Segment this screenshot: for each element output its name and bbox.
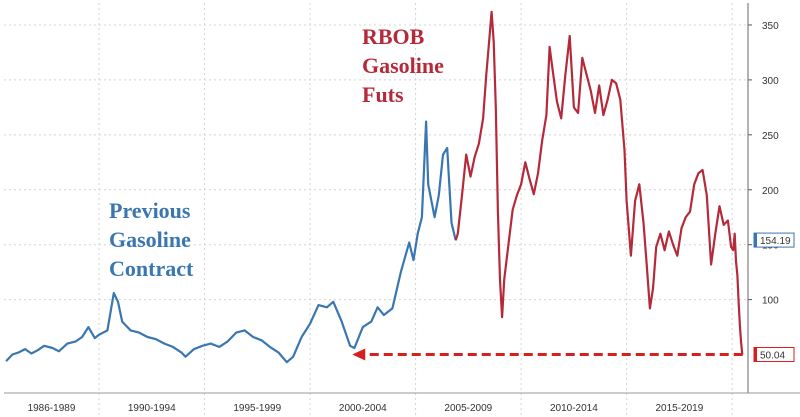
x-tick-label: 1990-1994 [128,403,176,414]
y-tick-label: 250 [762,131,779,142]
x-tick-label: 2000-2004 [339,403,387,414]
reference-arrow [352,348,743,361]
y-tick-label: 200 [762,186,779,197]
series-line-previous-contract [5,120,457,364]
annotations: Previous Gasoline Contract RBOB Gasoline Futs [109,24,444,281]
annotation-line: RBOB [362,24,425,49]
y-tick-label: 350 [762,21,779,32]
annotation-line: Futs [362,82,404,107]
series-lines [5,10,744,364]
annotation-line: Gasoline [109,227,191,252]
x-tick-label: 2010-2014 [550,403,598,414]
x-tick-label: 2015-2019 [655,403,703,414]
arrow-head [352,348,366,361]
value-tag-rbob-last: 50.04 [760,351,785,362]
value-tag-marker [754,347,757,362]
value-tag-marker [754,233,757,248]
y-tick-label: 100 [762,296,779,307]
annotation-line: Previous [109,198,191,223]
last-value-tags: 154.19 50.04 [753,232,795,363]
value-tag-previous-last: 154.19 [760,236,791,247]
annotation-previous-contract: Previous Gasoline Contract [109,198,194,281]
annotation-line: Gasoline [362,53,444,78]
series-line-rbob [454,10,744,355]
annotation-line: Contract [109,256,194,281]
y-tick-label: 300 [762,76,779,87]
x-tick-label: 1995-1999 [233,403,281,414]
x-tick-label: 2005-2009 [444,403,492,414]
x-tick-label: 1986-1989 [28,403,76,414]
annotation-rbob: RBOB Gasoline Futs [362,24,444,107]
